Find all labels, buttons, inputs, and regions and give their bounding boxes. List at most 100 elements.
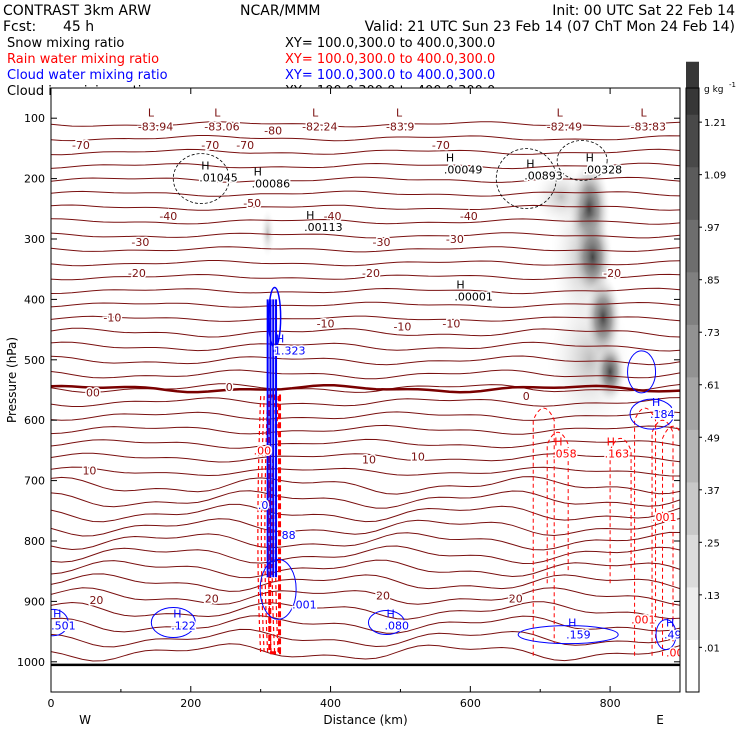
valid-time: Valid: 21 UTC Sun 23 Feb 14 (07 ChT Mon … bbox=[365, 19, 735, 35]
plot-frame bbox=[50, 87, 681, 693]
low-center-marker: L bbox=[214, 106, 221, 119]
isotherm-label: -30 bbox=[446, 233, 464, 246]
field-legend-name: Snow mixing ratio bbox=[7, 36, 124, 51]
isotherm-label: -10 bbox=[442, 318, 460, 331]
isotherm-line bbox=[51, 315, 680, 322]
low-center-value: -82.24 bbox=[302, 120, 337, 133]
high-center-value: .01045 bbox=[199, 171, 238, 184]
colorbar-swatch bbox=[686, 324, 699, 378]
low-center-value: -82.49 bbox=[547, 120, 582, 133]
isotherm-line bbox=[51, 121, 680, 128]
colorbar-label: 1.09 bbox=[704, 171, 726, 182]
rain-contour bbox=[651, 419, 674, 656]
low-center-marker: L bbox=[312, 106, 319, 119]
high-center-value: .00049 bbox=[444, 164, 483, 177]
x-tick-label: 800 bbox=[600, 697, 621, 710]
high-center-marker: H bbox=[173, 608, 181, 621]
isotherm-label: -40 bbox=[460, 210, 478, 223]
isotherm-line bbox=[51, 260, 680, 267]
colorbar-label: .97 bbox=[704, 223, 720, 234]
isotherm-line bbox=[51, 476, 680, 495]
rain-contour bbox=[546, 431, 569, 584]
colorbar-label: .37 bbox=[704, 486, 720, 497]
isotherm-line bbox=[51, 246, 680, 253]
contour-value-label: .001 bbox=[631, 614, 656, 627]
cloud-water-contour bbox=[655, 619, 677, 651]
ice-contour bbox=[172, 153, 230, 205]
low-center-marker: L bbox=[396, 106, 403, 119]
isotherm-line bbox=[51, 490, 680, 509]
colorbar-label: .13 bbox=[704, 591, 720, 602]
isotherm-line bbox=[51, 176, 680, 183]
low-center-value: -83.83 bbox=[631, 120, 666, 133]
colorbar: .01 .13 .25 .37 .49 .61 .73 .85 .97 1.09 1.21 g kg -… bbox=[685, 61, 736, 693]
isotherm-line bbox=[51, 204, 680, 211]
isotherm-label: 20 bbox=[205, 592, 219, 605]
isotherm-line bbox=[51, 327, 680, 338]
isotherm-label: -10 bbox=[317, 318, 335, 331]
colorbar-swatch bbox=[686, 481, 699, 535]
rain-contour bbox=[260, 396, 265, 653]
forecast-hours: 45 h bbox=[63, 19, 94, 35]
isotherm-label: 20 bbox=[376, 589, 390, 602]
high-center-marker: H bbox=[652, 396, 660, 409]
cloud-water-contour bbox=[150, 607, 196, 639]
model-title: CONTRAST 3km ARW bbox=[3, 3, 151, 19]
isotherm-line bbox=[51, 232, 680, 239]
isotherm-line bbox=[51, 573, 680, 592]
high-center-value: .00328 bbox=[584, 164, 623, 177]
isotherm-label: -20 bbox=[362, 267, 380, 280]
ice-shading-blob bbox=[594, 341, 626, 403]
cloud-water-contour bbox=[259, 558, 297, 620]
y-tick-label: 600 bbox=[24, 414, 45, 427]
ice-contour bbox=[495, 148, 557, 210]
temperature-contours bbox=[51, 121, 680, 667]
contour-labels: -70 -70 -70 -80 -70 -50 -40 -40 -40 -30 -30 -30 -20 -… bbox=[51, 106, 689, 661]
colorbar-label: .49 bbox=[704, 433, 720, 444]
isotherm-line bbox=[51, 424, 680, 435]
colorbar-swatch bbox=[686, 376, 699, 430]
high-center-value: .00893 bbox=[524, 170, 563, 183]
isotherm-label: -70 bbox=[201, 139, 219, 152]
isotherm-label: 10 bbox=[362, 453, 376, 466]
isotherm-label: -40 bbox=[324, 210, 342, 223]
figure-header: CONTRAST 3km ARW Fcst: 45 h NCAR/MMM Ini… bbox=[3, 3, 735, 35]
cloud-water-contour bbox=[517, 625, 619, 645]
isotherm-line bbox=[51, 587, 680, 606]
high-center-marker: H bbox=[456, 278, 464, 291]
high-center-marker: H bbox=[554, 435, 562, 448]
isotherm-line bbox=[51, 601, 680, 620]
x-tick-label: 200 bbox=[180, 697, 201, 710]
isotherm-label: -30 bbox=[131, 236, 149, 249]
isotherm-line bbox=[51, 301, 680, 308]
cloud-water-contour bbox=[51, 608, 69, 637]
colorbar-swatch bbox=[686, 271, 699, 325]
isotherm-label: 10 bbox=[411, 450, 425, 463]
ice-contour bbox=[556, 140, 608, 181]
colorbar-label: .01 bbox=[704, 643, 720, 654]
field-legend-xy: XY= 100.0,300.0 to 400.0,300.0 bbox=[285, 68, 495, 83]
isotherm-line bbox=[51, 162, 680, 170]
colorbar-swatch bbox=[686, 586, 699, 640]
contour-value-label: .0 bbox=[258, 499, 269, 512]
x-end-label-east: E bbox=[656, 713, 664, 727]
colorbar-swatch bbox=[686, 639, 699, 693]
isotherm-label: -70 bbox=[72, 139, 90, 152]
high-center-marker: H bbox=[666, 617, 674, 630]
high-center-value: .080 bbox=[384, 620, 409, 633]
high-center-value: 1.323 bbox=[274, 345, 306, 358]
y-tick-label: 500 bbox=[24, 354, 45, 367]
isotherm-line bbox=[51, 218, 680, 225]
y-tick-label: 800 bbox=[24, 535, 45, 548]
y-axis-title: Pressure (hPa) bbox=[5, 337, 19, 423]
y-tick-label: 700 bbox=[24, 475, 45, 488]
rain-contour bbox=[532, 407, 555, 656]
colorbar-label: .73 bbox=[704, 328, 720, 339]
ice-shading-blob bbox=[260, 208, 275, 258]
high-center-marker: H bbox=[607, 435, 615, 448]
isotherm-line bbox=[51, 438, 680, 449]
isotherm-line bbox=[51, 135, 680, 142]
high-center-value: .498 bbox=[664, 629, 689, 642]
